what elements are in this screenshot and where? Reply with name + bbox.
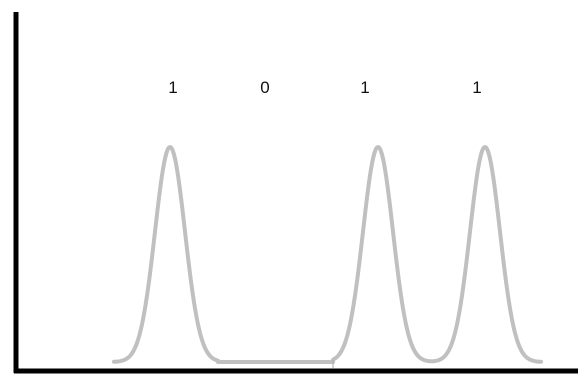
pulse-waveform — [112, 145, 543, 364]
bit-label-2: 0 — [260, 78, 269, 97]
bit-label-3: 1 — [360, 78, 369, 97]
bit-label-1: 1 — [168, 78, 177, 97]
bit-label-4: 1 — [472, 78, 481, 97]
